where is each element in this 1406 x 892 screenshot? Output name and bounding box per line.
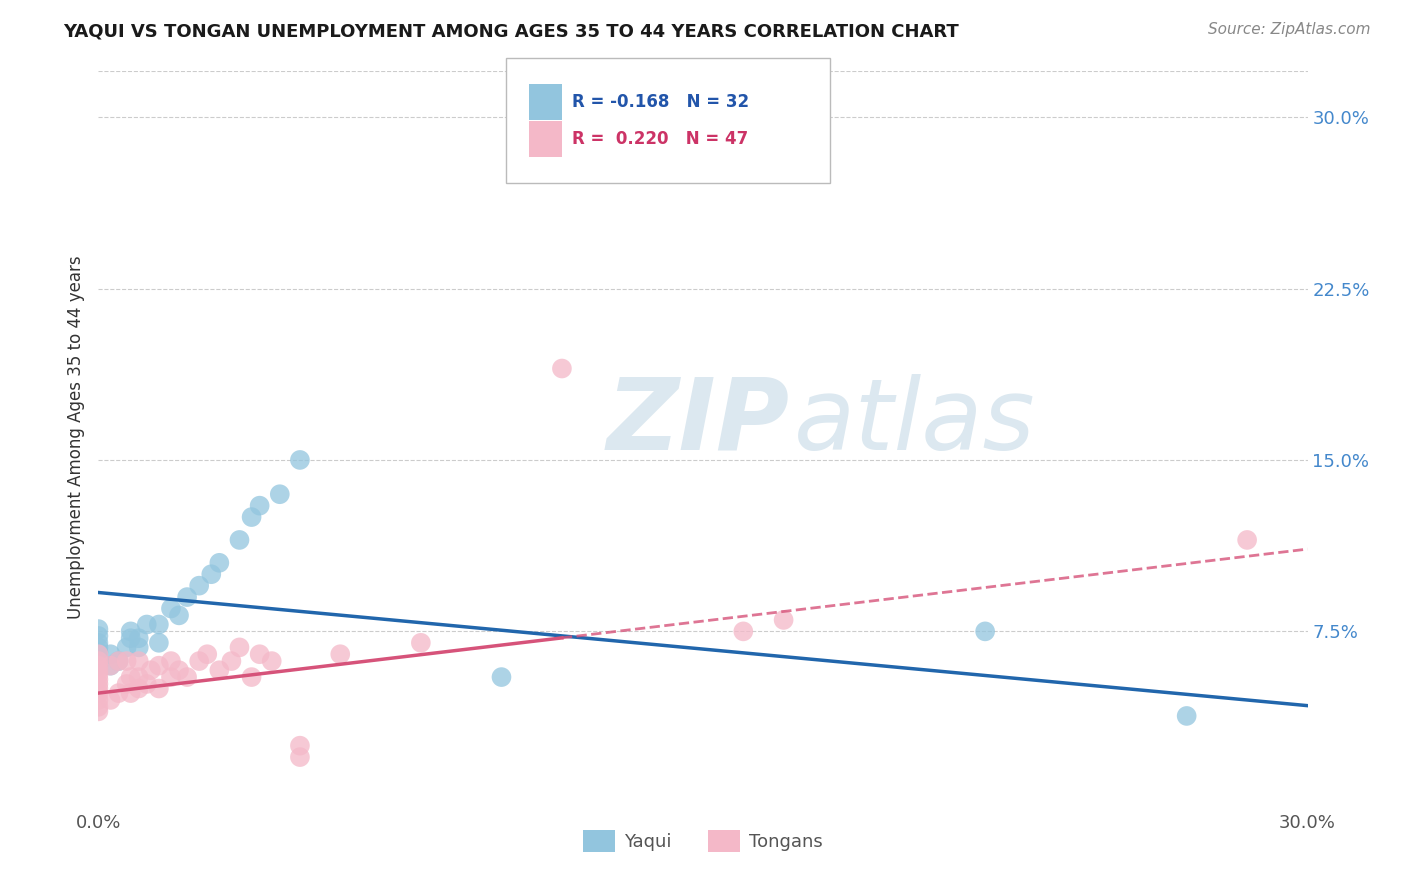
Point [100,693,122,707]
Point [107,686,129,700]
Point [288,453,311,467]
Text: R =  0.220   N = 47: R = 0.220 N = 47 [572,130,748,148]
Point [115,677,138,691]
Point [148,636,170,650]
Point [87,677,110,691]
Point [87,652,110,666]
Point [107,654,129,668]
Point [160,670,183,684]
Point [148,681,170,696]
Point [135,677,157,691]
Point [87,622,110,636]
Point [128,670,150,684]
Point [128,681,150,696]
Point [167,608,190,623]
Y-axis label: Unemployment Among Ages 35 to 44 years: Unemployment Among Ages 35 to 44 years [66,255,84,619]
Point [188,579,211,593]
Point [733,624,755,639]
Point [87,705,110,719]
Point [228,640,250,655]
Point [249,647,271,661]
Point [249,499,271,513]
Point [87,654,110,668]
Point [188,654,211,668]
Point [176,670,198,684]
Point [269,487,291,501]
Point [228,533,250,547]
Point [87,658,110,673]
Point [120,632,142,646]
Point [87,673,110,687]
Point [974,624,997,639]
Point [87,663,110,677]
Point [200,567,222,582]
Point [288,739,311,753]
Point [135,617,157,632]
Point [409,636,432,650]
Point [87,647,110,661]
Point [87,645,110,659]
Point [120,624,142,639]
Point [87,636,110,650]
Point [115,640,138,655]
Point [160,654,183,668]
Point [87,658,110,673]
Point [87,693,110,707]
Point [87,686,110,700]
Point [208,556,231,570]
Point [1236,533,1258,547]
Point [240,670,263,684]
Point [240,510,263,524]
Point [288,750,311,764]
Point [128,640,150,655]
Point [115,654,138,668]
Legend: Yaqui, Tongans: Yaqui, Tongans [575,823,831,860]
Point [139,663,162,677]
Point [87,640,110,655]
Point [176,590,198,604]
Point [329,647,352,661]
Point [195,647,218,661]
Point [221,654,243,668]
Point [107,654,129,668]
Point [100,658,122,673]
Point [167,663,190,677]
Point [87,699,110,714]
Point [100,647,122,661]
Point [128,632,150,646]
Text: ZIP: ZIP [606,374,789,471]
Point [260,654,283,668]
Point [491,670,513,684]
Point [160,601,183,615]
Point [128,654,150,668]
Point [148,658,170,673]
Point [1175,709,1198,723]
Text: YAQUI VS TONGAN UNEMPLOYMENT AMONG AGES 35 TO 44 YEARS CORRELATION CHART: YAQUI VS TONGAN UNEMPLOYMENT AMONG AGES … [63,22,959,40]
Text: atlas: atlas [793,374,1035,471]
Point [208,663,231,677]
Point [120,686,142,700]
Point [772,613,794,627]
Text: R = -0.168   N = 32: R = -0.168 N = 32 [572,93,749,111]
Point [148,617,170,632]
Point [87,667,110,681]
Point [100,658,122,673]
Point [120,670,142,684]
Point [87,681,110,696]
Point [551,361,574,376]
Point [87,629,110,643]
Text: Source: ZipAtlas.com: Source: ZipAtlas.com [1208,22,1371,37]
